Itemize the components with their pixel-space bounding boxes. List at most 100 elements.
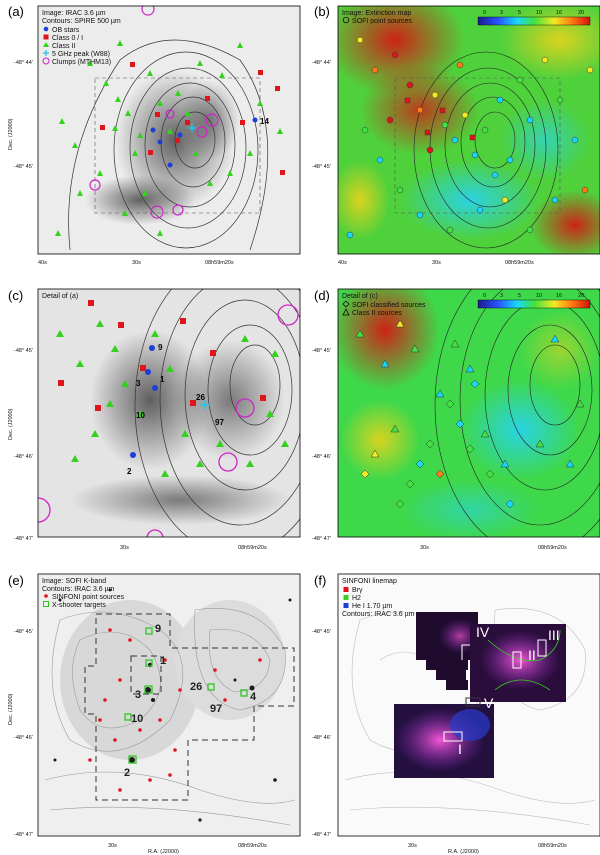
class0-icon xyxy=(43,34,49,40)
panel-b-sofi-sources xyxy=(346,36,594,239)
panel-e-source-number: 9 xyxy=(155,623,161,635)
colorbar-tick: 0 xyxy=(483,10,486,16)
panel-e-source-number: 2 xyxy=(124,767,130,779)
clump-icon xyxy=(42,57,50,65)
panel-a-frame xyxy=(37,5,301,255)
panel-c-source-number: 1 xyxy=(160,375,165,384)
panel-f-region-label: IV xyxy=(476,624,490,640)
panel-f-legend-entry: He I 1.70 µm xyxy=(352,603,392,610)
panel-c-source-number: 3 xyxy=(136,379,141,388)
panel-b-legend-entry: SOFI point sources xyxy=(352,18,412,25)
panel-d-label: (d) xyxy=(314,288,330,303)
panel-e-label: (e) xyxy=(8,573,24,588)
panel-c: 9 1 3 10 26 97 2 (c) Detail of (a) 30s 0… xyxy=(8,288,301,551)
panel-d-frame xyxy=(337,288,600,538)
panel-d-class2-markers xyxy=(355,319,585,468)
panel-d-legend-line: Detail of (c) xyxy=(342,293,378,300)
panel-c-peak-markers xyxy=(200,400,210,410)
panel-a-ytick: -48° 44' xyxy=(14,60,33,66)
panel-a-peak-markers xyxy=(188,124,196,132)
panel-f-xtick: 08h59m20s xyxy=(538,843,567,849)
panel-a-xtick: 08h59m20s xyxy=(205,260,234,266)
panel-b-xtick: 08h59m20s xyxy=(505,260,534,266)
panel-e-legend-entry: X-shooter targets xyxy=(52,602,106,609)
colorbar-tick: 10 xyxy=(536,10,542,16)
panel-a-xtick: 40s xyxy=(38,260,47,266)
panel-e-xtick: 08h59m20s xyxy=(238,843,267,849)
panel-e-image: 9 1 3 10 2 26 4 97 xyxy=(44,588,296,826)
panel-f-image: IV III II V I xyxy=(344,608,596,826)
panel-f-region-label: III xyxy=(548,627,560,643)
panel-b-colorbar: 0 3 5 10 16 20 xyxy=(477,10,591,26)
panel-e-legend-entry: SINFONI point sources xyxy=(52,594,124,601)
panel-d-sofi-classified xyxy=(360,379,515,509)
panel-a-legend: Image: IRAC 3.6 µm Contours: SPIRE 500 µ… xyxy=(42,10,121,66)
panel-d-legend-entry: Class II sources xyxy=(352,310,402,317)
panel-c-ytick: -48° 46' xyxy=(14,454,33,460)
panel-e-source-number: 4 xyxy=(250,691,257,703)
panel-e-xtick: 30s xyxy=(108,843,117,849)
panel-e-xshooter-targets xyxy=(124,627,248,764)
he-i-icon xyxy=(343,603,349,608)
panel-f-linemap-ii-iii xyxy=(470,624,566,702)
panel-e-ytick: -48° 45' xyxy=(14,629,33,635)
panel-a-xtick: 30s xyxy=(132,260,141,266)
colorbar-tick: 0 xyxy=(483,293,486,299)
panel-f-linemap-i xyxy=(394,704,494,778)
panel-c-label: (c) xyxy=(8,288,23,303)
panel-e-legend-line: Image: SOFI K-band xyxy=(42,578,106,585)
panel-c-ytick: -48° 47' xyxy=(14,536,33,542)
panel-b-xtick: 40s xyxy=(338,260,347,266)
panel-e-ytick: -48° 46' xyxy=(14,735,33,741)
panel-a-ytick: -48° 45' xyxy=(14,164,33,170)
class2-icon xyxy=(43,42,49,47)
panel-f-label: (f) xyxy=(314,573,326,588)
colorbar-tick: 20 xyxy=(578,10,584,16)
br-gamma-icon xyxy=(343,587,349,592)
panel-a-image: 14 xyxy=(55,6,285,251)
panel-f-region-label: I xyxy=(458,741,462,757)
panel-c-xtick: 30s xyxy=(120,545,129,551)
panel-c-source-number: 97 xyxy=(215,418,224,427)
ob-star-icon xyxy=(43,26,49,32)
panel-b-label: (b) xyxy=(314,4,330,19)
panel-c-source-number: 2 xyxy=(127,467,132,476)
panel-f-xtick: 30s xyxy=(408,843,417,849)
panel-f: IV III II V I (f) SINFONI linemap Brγ H2… xyxy=(312,573,600,855)
panel-a-label: (a) xyxy=(8,4,24,19)
panel-a-ob-markers xyxy=(150,117,258,168)
colorbar-tick: 5 xyxy=(518,293,521,299)
panel-f-legend-entry: H2 xyxy=(352,595,361,602)
panel-c-frame xyxy=(37,288,301,538)
panel-b-legend-line: Image: Extinction map xyxy=(342,10,411,17)
panel-f-ytick: -48° 47' xyxy=(312,832,331,838)
sinfoni-point-icon xyxy=(44,594,48,598)
panel-d-colorbar: 0 3 5 10 16 20 xyxy=(477,293,591,309)
panel-a-legend-entry: 5 GHz peak (W88) xyxy=(52,51,110,58)
colorbar-tick: 10 xyxy=(536,293,542,299)
panel-c-legend-line: Detail of (a) xyxy=(42,293,78,300)
panel-c-ylabel: Dec. (J2000) xyxy=(8,408,14,440)
panel-f-frame xyxy=(337,573,600,837)
xshooter-icon xyxy=(43,601,49,607)
panel-e-source-number: 26 xyxy=(190,681,202,693)
panel-c-source-number: 10 xyxy=(136,411,145,420)
panel-a-legend-entry: Clumps (MTHM13) xyxy=(52,59,111,66)
sofi-source-icon xyxy=(342,16,350,24)
panel-c-xtick: 08h59m20s xyxy=(238,545,267,551)
panel-f-xlabel: R.A. (J2000) xyxy=(448,849,479,855)
panel-f-ytick: -48° 45' xyxy=(312,629,331,635)
panel-e-sinfoni-points xyxy=(88,628,262,792)
panel-d: (d) Detail of (c) SOFI classified source… xyxy=(312,288,600,551)
class2-outline-icon xyxy=(342,308,350,316)
panel-a-legend-entry: Class II xyxy=(52,43,75,50)
panel-c-source-number: 9 xyxy=(158,343,163,352)
panel-b: (b) Image: Extinction map SOFI point sou… xyxy=(312,4,600,266)
panel-e-legend-line: Contours: IRAC 3.6 µm xyxy=(42,586,115,593)
panel-a-legend-entry: OB stars xyxy=(52,27,80,34)
panel-c-class0-markers xyxy=(58,300,266,411)
panel-e-ytick: -48° 47' xyxy=(14,832,33,838)
panel-c-source-number: 26 xyxy=(196,393,205,402)
panel-a-clump-markers xyxy=(89,6,219,219)
